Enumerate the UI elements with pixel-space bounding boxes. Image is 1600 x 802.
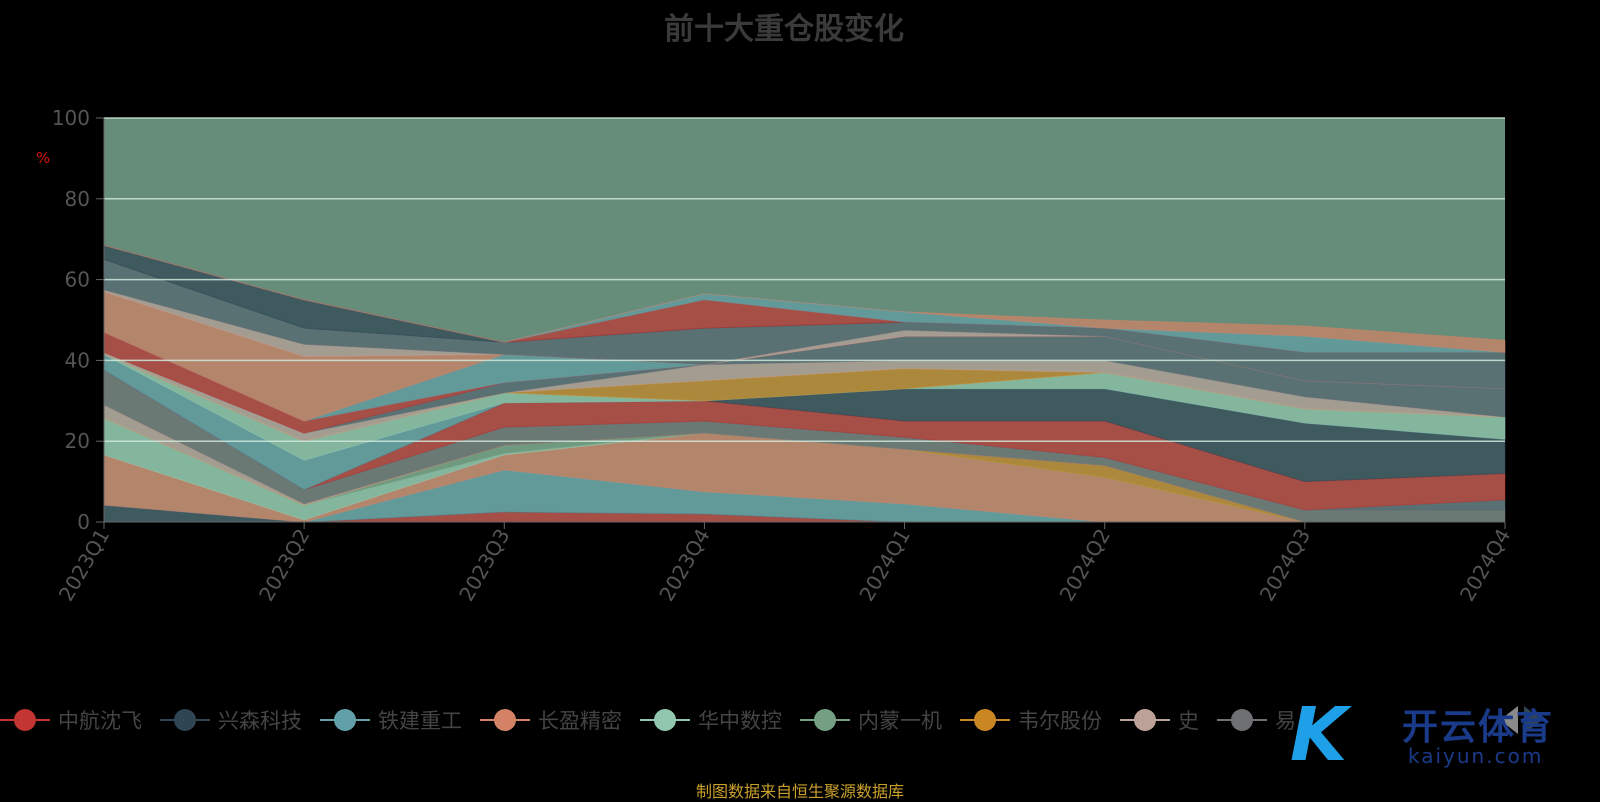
legend-label: 韦尔股份 bbox=[1018, 709, 1102, 733]
y-tick-label: 20 bbox=[65, 429, 90, 453]
legend-marker-icon bbox=[640, 709, 690, 731]
legend-marker-icon bbox=[1120, 709, 1170, 731]
legend-marker-icon bbox=[0, 709, 50, 731]
stacked-area-chart: 0 20 40 60 80 100% 2023Q1 2023Q2 2023Q3 2023Q4 202… bbox=[36, 106, 1515, 606]
y-tick-label: 100 bbox=[52, 106, 90, 130]
x-tick-label: 2024Q4 bbox=[1455, 525, 1515, 606]
legend-item[interactable]: 史 bbox=[1120, 705, 1199, 735]
x-tick-label: 2023Q3 bbox=[454, 525, 514, 606]
legend-pager bbox=[1500, 706, 1542, 734]
legend-marker-icon bbox=[800, 709, 850, 731]
legend-next-page-button[interactable] bbox=[1524, 706, 1542, 734]
legend-label: 史 bbox=[1178, 709, 1199, 733]
legend-item[interactable]: 长盈精密 bbox=[480, 705, 622, 735]
legend-item[interactable]: 韦尔股份 bbox=[960, 705, 1102, 735]
x-tick-label: 2023Q4 bbox=[654, 525, 714, 606]
legend-marker-icon bbox=[160, 709, 210, 731]
y-axis-label: % bbox=[36, 149, 50, 167]
data-source-note: 制图数据来自恒生聚源数据库 bbox=[695, 782, 904, 801]
legend-marker-icon bbox=[960, 709, 1010, 731]
legend-prev-page-button[interactable] bbox=[1500, 706, 1518, 734]
y-tick-label: 60 bbox=[65, 268, 90, 292]
y-tick-label: 80 bbox=[65, 187, 90, 211]
y-tick-label: 40 bbox=[65, 348, 90, 372]
legend-marker-icon bbox=[1217, 709, 1267, 731]
legend-marker-icon bbox=[320, 709, 370, 731]
legend-item[interactable]: 内蒙一机 bbox=[800, 705, 942, 735]
legend-item[interactable]: 铁建重工 bbox=[320, 705, 462, 735]
legend-label: 内蒙一机 bbox=[858, 709, 942, 733]
x-tick-label: 2024Q3 bbox=[1255, 525, 1315, 606]
legend-marker-icon bbox=[480, 709, 530, 731]
legend-label: 华中数控 bbox=[698, 709, 782, 733]
legend-item[interactable]: 中航沈飞 bbox=[0, 705, 142, 735]
legend-item[interactable]: 华中数控 bbox=[640, 705, 782, 735]
y-tick-label: 0 bbox=[77, 510, 90, 534]
x-tick-label: 2023Q1 bbox=[54, 525, 114, 606]
chart-title: 前十大重仓股变化 bbox=[664, 12, 904, 47]
x-tick-label: 2024Q2 bbox=[1055, 525, 1115, 606]
legend-label: 中航沈飞 bbox=[58, 709, 142, 733]
legend-item[interactable]: 易 bbox=[1217, 705, 1296, 735]
legend-label: 兴森科技 bbox=[218, 709, 302, 733]
legend-item[interactable]: 兴森科技 bbox=[160, 705, 302, 735]
area-series-25[interactable] bbox=[103, 244, 1506, 353]
x-tick-label: 2023Q2 bbox=[254, 525, 314, 606]
legend-label: 长盈精密 bbox=[538, 709, 622, 733]
legend: 中航沈飞 兴森科技 铁建重工 长盈精密 华中数控 内蒙一机 韦尔股份 史 易 bbox=[0, 704, 1314, 736]
x-tick-label: 2024Q1 bbox=[854, 525, 914, 606]
legend-label: 铁建重工 bbox=[378, 709, 462, 733]
watermark-logo: K 开云体育 kaiyun.com bbox=[1290, 692, 1555, 778]
legend-label: 易 bbox=[1275, 709, 1296, 733]
